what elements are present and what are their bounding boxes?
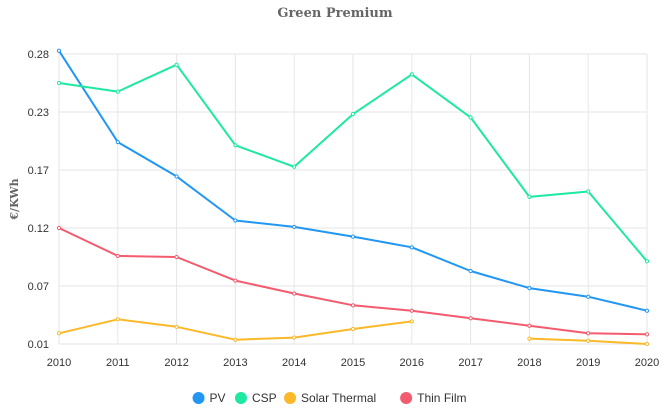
legend-label: Thin Film	[417, 391, 466, 405]
x-tick-label: 2016	[400, 357, 424, 369]
data-point-pv[interactable]	[233, 218, 238, 223]
data-point-pv[interactable]	[527, 286, 532, 291]
data-point-csp[interactable]	[233, 143, 238, 148]
data-point-csp[interactable]	[409, 72, 414, 77]
data-point-thin-film[interactable]	[174, 254, 179, 260]
data-point-pv[interactable]	[174, 174, 179, 179]
data-point-csp[interactable]	[174, 62, 179, 67]
data-point-csp[interactable]	[115, 89, 120, 94]
x-tick-label: 2018	[517, 357, 541, 369]
data-point-solar-thermal[interactable]	[233, 337, 238, 342]
data-point-csp[interactable]	[468, 115, 473, 120]
x-tick-label: 2012	[164, 357, 188, 369]
series-pv	[56, 48, 650, 313]
legend-item-solar-thermal[interactable]: Solar Thermal	[284, 391, 376, 405]
series-thin-film	[56, 225, 650, 337]
data-point-solar-thermal[interactable]	[115, 317, 120, 322]
legend-label: CSP	[252, 391, 277, 405]
data-point-solar-thermal[interactable]	[644, 341, 650, 347]
data-point-pv[interactable]	[644, 308, 650, 313]
data-point-solar-thermal[interactable]	[350, 326, 356, 332]
data-point-thin-film[interactable]	[115, 253, 120, 259]
data-point-pv[interactable]	[115, 139, 120, 145]
data-point-pv[interactable]	[350, 234, 356, 239]
data-point-solar-thermal[interactable]	[174, 324, 179, 329]
x-tick-label: 2010	[47, 357, 71, 369]
data-point-thin-film[interactable]	[292, 291, 297, 296]
data-point-solar-thermal[interactable]	[56, 331, 62, 336]
y-tick-label: 0.17	[28, 165, 49, 177]
data-point-thin-film[interactable]	[56, 225, 62, 231]
data-point-thin-film[interactable]	[409, 308, 414, 313]
x-tick-label: 2014	[282, 357, 306, 369]
y-tick-label: 0.07	[28, 281, 49, 293]
series-group	[56, 48, 650, 347]
data-point-pv[interactable]	[586, 294, 591, 299]
data-point-pv[interactable]	[409, 245, 414, 250]
series-solar-thermal	[56, 317, 650, 347]
x-tick-label: 2015	[341, 357, 365, 369]
data-point-thin-film[interactable]	[350, 303, 356, 308]
legend-swatch	[284, 392, 297, 404]
data-point-solar-thermal[interactable]	[527, 336, 532, 341]
data-point-csp[interactable]	[56, 80, 62, 86]
data-point-thin-film[interactable]	[644, 332, 650, 337]
data-point-solar-thermal[interactable]	[409, 319, 414, 324]
x-tick-label: 2020	[635, 357, 659, 369]
x-tick-label: 2013	[223, 357, 247, 369]
legend-item-thin-film[interactable]: Thin Film	[400, 391, 466, 405]
legend-item-csp[interactable]: CSP	[234, 391, 277, 405]
x-tick-label: 2019	[576, 357, 600, 369]
series-csp	[56, 62, 650, 264]
grid	[58, 53, 648, 345]
data-point-pv[interactable]	[56, 48, 62, 53]
data-point-solar-thermal[interactable]	[292, 335, 297, 340]
data-point-csp[interactable]	[292, 164, 297, 169]
data-point-pv[interactable]	[468, 268, 473, 274]
data-point-thin-film[interactable]	[468, 316, 473, 321]
chart-title: Green Premium	[277, 6, 393, 21]
data-point-csp[interactable]	[586, 189, 591, 194]
legend: PV CSP Solar Thermal Thin Film	[192, 391, 466, 405]
legend-swatch	[192, 392, 205, 404]
y-axis-label: €/KWh	[8, 178, 21, 220]
legend-label: Solar Thermal	[301, 391, 376, 405]
data-point-solar-thermal[interactable]	[586, 338, 591, 343]
legend-label: PV	[210, 391, 226, 405]
y-tick-label: 0.12	[28, 223, 49, 235]
data-point-csp[interactable]	[350, 112, 356, 117]
y-tick-label: 0.28	[28, 49, 49, 61]
data-point-thin-film[interactable]	[527, 323, 532, 328]
legend-swatch	[234, 392, 247, 404]
x-tick-label: 2011	[106, 357, 130, 369]
data-point-thin-film[interactable]	[586, 331, 591, 336]
data-point-csp[interactable]	[644, 259, 650, 264]
y-axis-ticks: 0.01 0.07 0.12 0.17 0.23 0.28	[28, 49, 49, 351]
data-point-pv[interactable]	[292, 224, 297, 230]
data-point-thin-film[interactable]	[233, 278, 238, 283]
x-tick-label: 2017	[458, 357, 482, 369]
legend-item-pv[interactable]: PV	[192, 391, 226, 405]
y-tick-label: 0.01	[28, 339, 49, 351]
x-axis-ticks: 2010 2011 2012 2013 2014 2015 2016 2017 2018 2019…	[47, 357, 659, 369]
data-point-csp[interactable]	[527, 194, 532, 199]
legend-swatch	[400, 392, 413, 404]
y-tick-label: 0.23	[28, 107, 49, 119]
